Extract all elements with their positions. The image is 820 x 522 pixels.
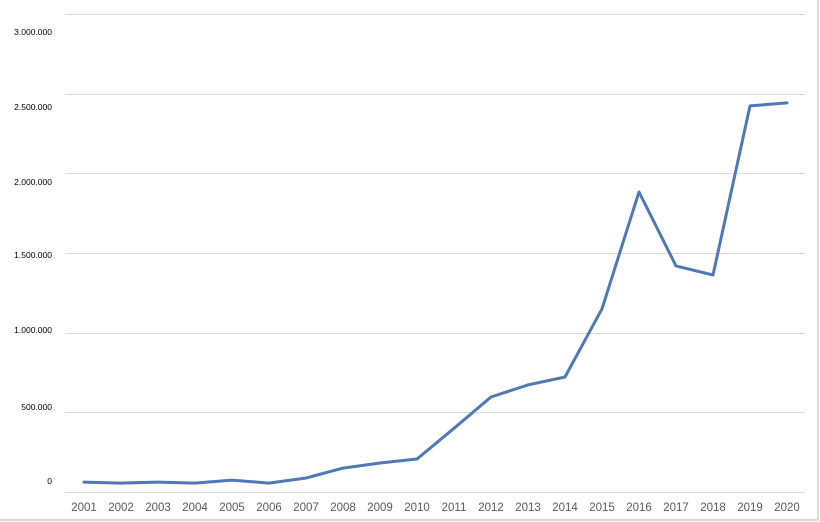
y-tick-label: 2.500.000 bbox=[14, 102, 52, 112]
x-tick-label: 2012 bbox=[478, 502, 504, 514]
y-tick-label: 2.000.000 bbox=[14, 177, 52, 187]
x-tick-label: 2011 bbox=[442, 502, 467, 514]
y-tick-label: 1.000.000 bbox=[14, 325, 52, 335]
x-tick-label: 2014 bbox=[552, 502, 578, 514]
x-tick-label: 2013 bbox=[515, 502, 541, 514]
x-tick-label: 2010 bbox=[404, 502, 430, 514]
y-tick-label: 1.500.000 bbox=[14, 250, 52, 260]
x-tick-label: 2017 bbox=[663, 502, 689, 514]
x-tick-label: 2006 bbox=[256, 502, 282, 514]
x-tick-label: 2005 bbox=[219, 502, 245, 514]
y-tick-label: 0 bbox=[47, 476, 52, 486]
x-tick-label: 2001 bbox=[71, 502, 97, 514]
x-tick-label: 2004 bbox=[182, 502, 208, 514]
x-tick-label: 2020 bbox=[774, 502, 800, 514]
x-tick-label: 2002 bbox=[108, 502, 134, 514]
y-tick-label: 500.000 bbox=[21, 402, 52, 412]
x-tick-label: 2007 bbox=[293, 502, 319, 514]
x-tick-label: 2018 bbox=[700, 502, 726, 514]
x-tick-label: 2008 bbox=[330, 502, 356, 514]
series-line bbox=[82, 101, 789, 485]
x-tick-label: 2003 bbox=[145, 502, 171, 514]
x-tick-label: 2009 bbox=[367, 502, 393, 514]
y-tick-label: 3.000.000 bbox=[14, 27, 52, 37]
x-tick-label: 2019 bbox=[737, 502, 763, 514]
x-tick-label: 2016 bbox=[626, 502, 652, 514]
x-tick-label: 2015 bbox=[589, 502, 615, 514]
